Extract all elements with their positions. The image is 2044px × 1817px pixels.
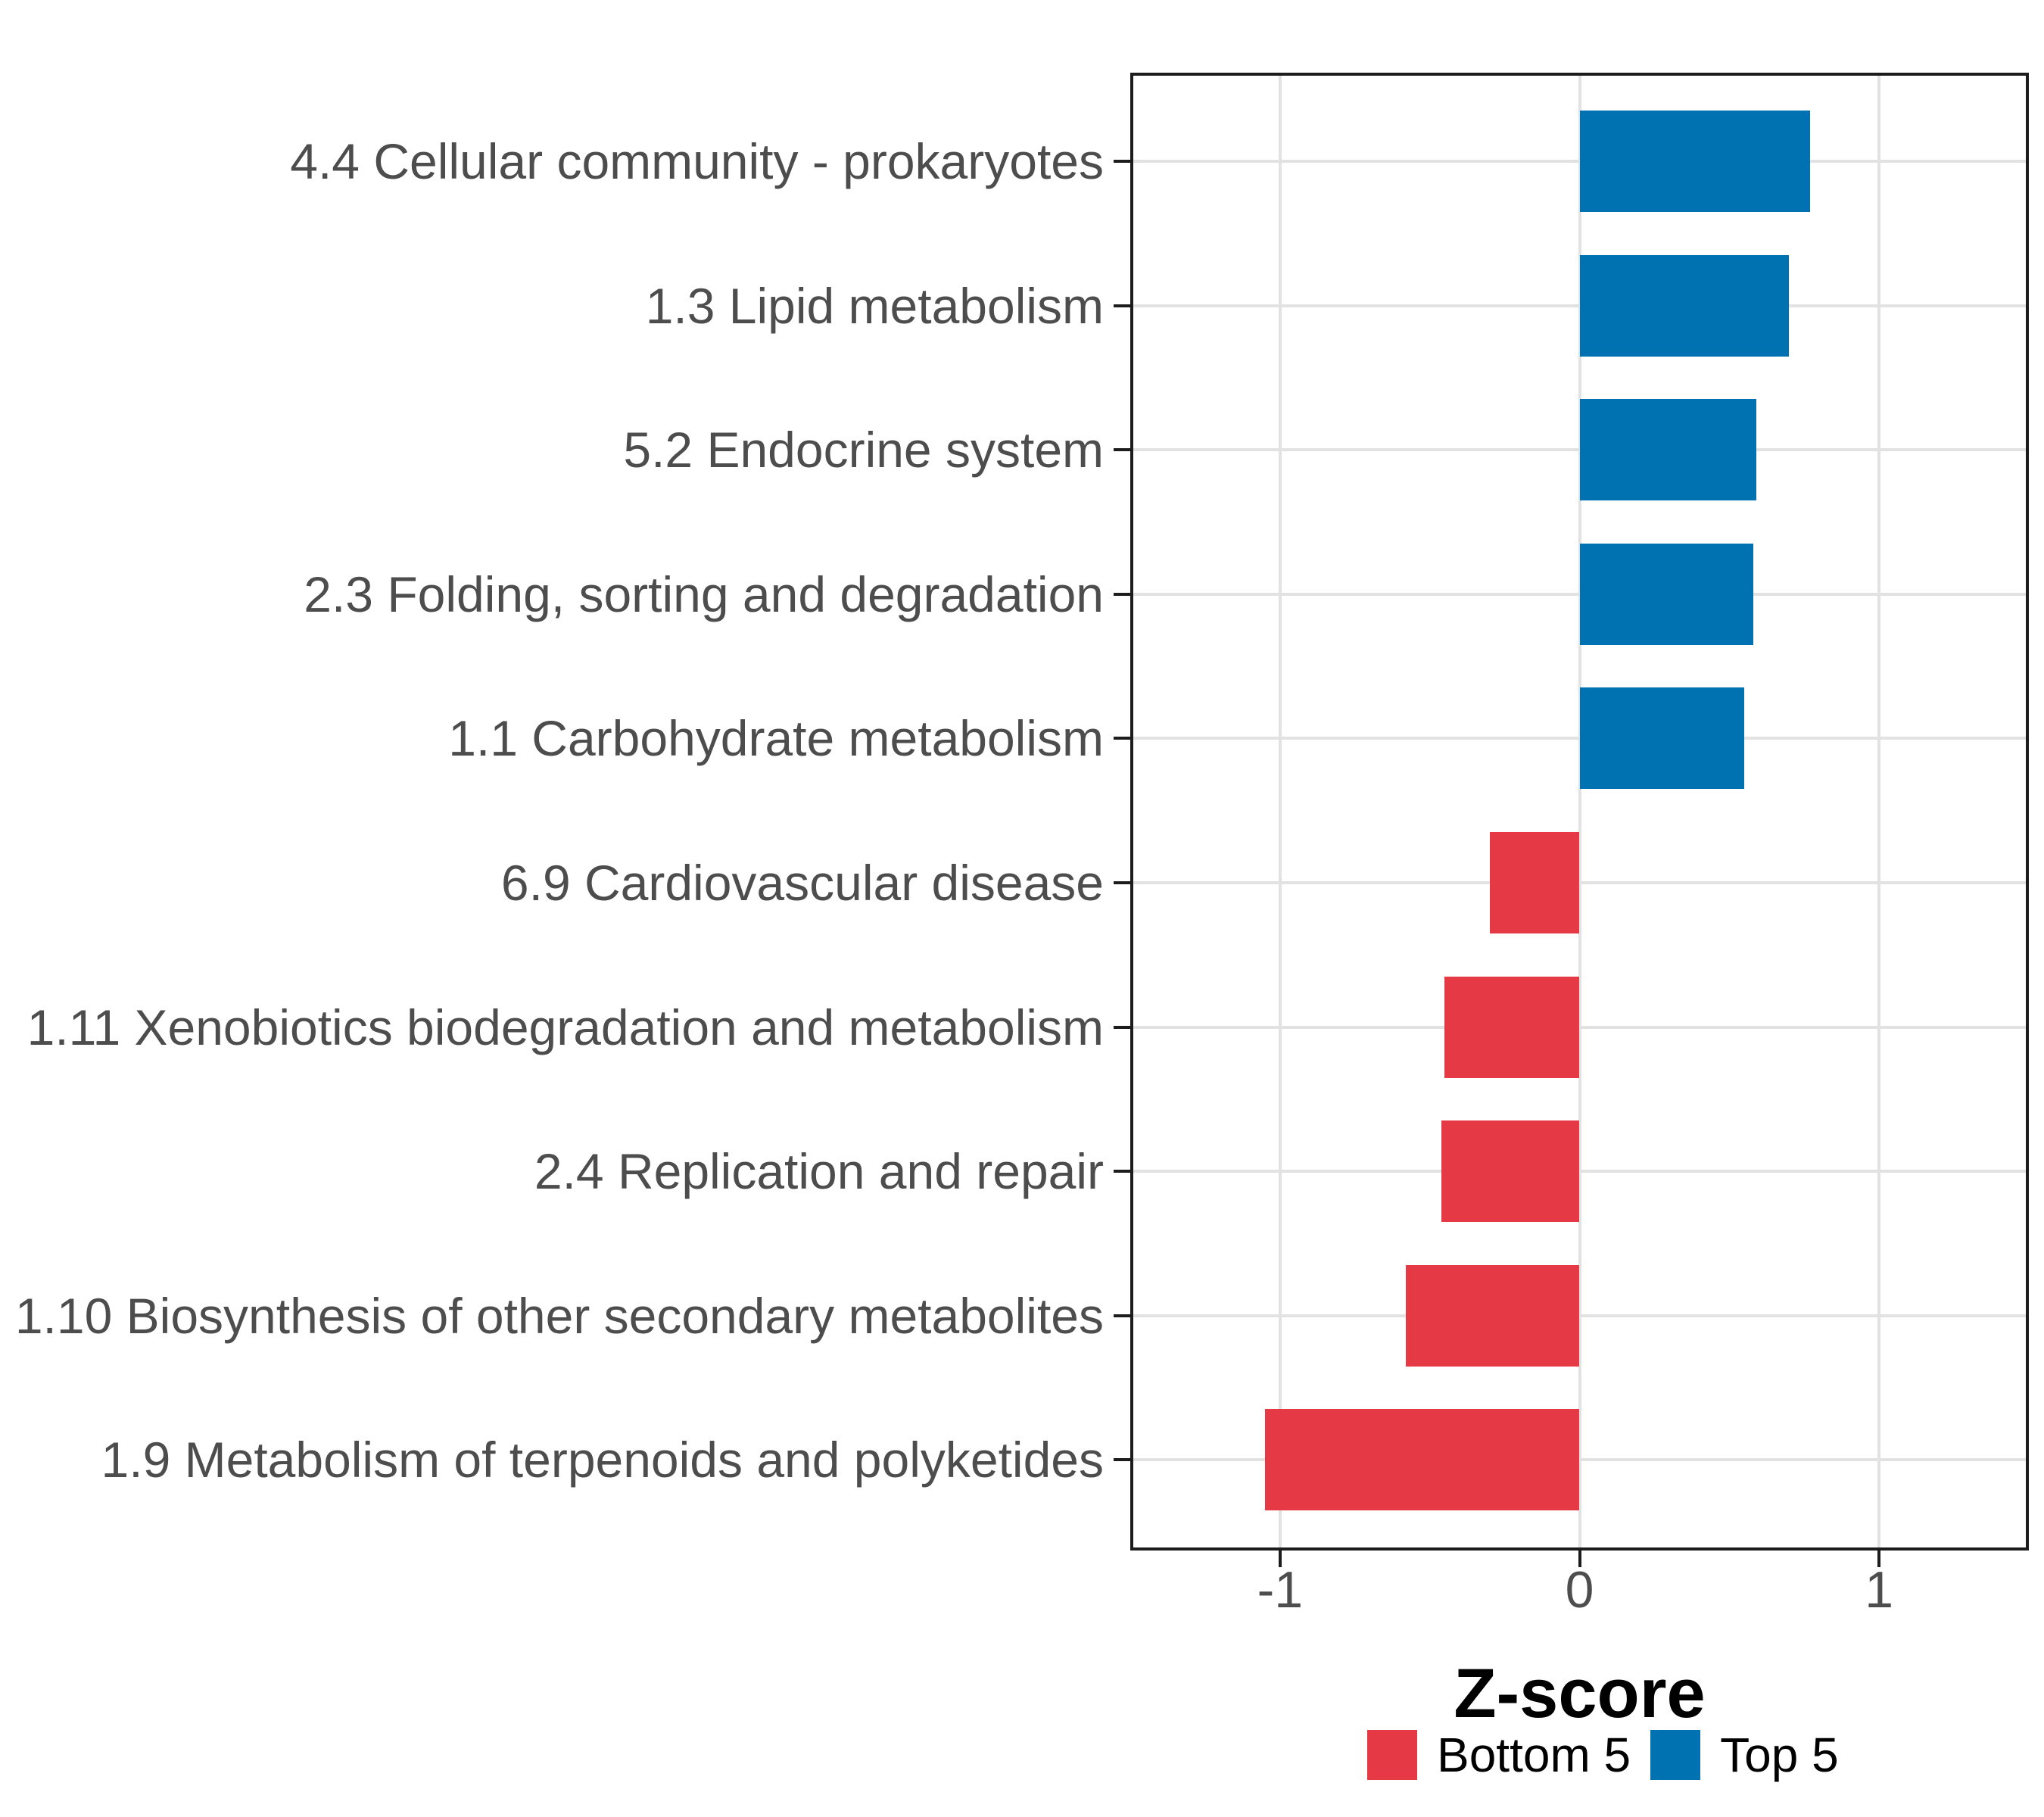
y-tick-mark <box>1114 1314 1130 1317</box>
gridline-horizontal <box>1130 1025 2029 1029</box>
y-axis-label: 4.4 Cellular community - prokaryotes <box>290 133 1104 189</box>
y-tick-mark <box>1114 1458 1130 1462</box>
bar <box>1579 543 1753 645</box>
x-tick-mark <box>1578 1551 1581 1567</box>
y-tick-mark <box>1114 448 1130 452</box>
legend-label-top5: Top 5 <box>1720 1728 1839 1782</box>
y-tick-mark <box>1114 1170 1130 1173</box>
legend: Bottom 5 Top 5 <box>1367 1729 1839 1781</box>
gridline-horizontal <box>1130 1314 2029 1317</box>
bar <box>1579 399 1756 501</box>
gridline-vertical <box>1278 73 1282 1551</box>
plot-panel <box>1130 73 2029 1551</box>
bar <box>1579 254 1790 357</box>
y-tick-mark <box>1114 592 1130 596</box>
gridline-vertical <box>1578 73 1581 1551</box>
gridline-horizontal <box>1130 1458 2029 1462</box>
y-tick-mark <box>1114 160 1130 163</box>
bar <box>1579 687 1745 790</box>
x-tick-label: 1 <box>1865 1561 1894 1619</box>
legend-key-top5 <box>1650 1730 1701 1780</box>
y-tick-mark <box>1114 737 1130 740</box>
bar <box>1441 1120 1580 1223</box>
legend-key-bottom5 <box>1367 1730 1417 1780</box>
gridline-horizontal <box>1130 881 2029 884</box>
x-axis-title: Z-score <box>1454 1655 1706 1732</box>
gridline-vertical <box>1877 73 1881 1551</box>
y-axis-label: 2.3 Folding, sorting and degradation <box>304 566 1104 622</box>
y-axis-label: 6.9 Cardiovascular disease <box>500 855 1104 911</box>
y-axis-label: 5.2 Endocrine system <box>623 422 1104 478</box>
y-axis-label: 1.9 Metabolism of terpenoids and polyket… <box>101 1432 1104 1488</box>
y-tick-mark <box>1114 1025 1130 1029</box>
legend-label-bottom5: Bottom 5 <box>1437 1728 1631 1782</box>
y-axis-label: 2.4 Replication and repair <box>534 1143 1104 1200</box>
x-tick-label: -1 <box>1257 1561 1304 1619</box>
y-tick-mark <box>1114 881 1130 884</box>
x-tick-mark <box>1278 1551 1282 1567</box>
y-axis-label: 1.1 Carbohydrate metabolism <box>448 710 1104 767</box>
y-axis-label: 1.3 Lipid metabolism <box>645 277 1104 334</box>
y-axis-label: 1.11 Xenobiotics biodegradation and meta… <box>26 999 1104 1055</box>
y-axis-label: 1.10 Biosynthesis of other secondary met… <box>14 1287 1104 1344</box>
bar <box>1579 111 1811 212</box>
x-tick-mark <box>1877 1551 1881 1567</box>
x-tick-label: 0 <box>1565 1561 1594 1619</box>
bar <box>1406 1264 1580 1367</box>
y-tick-mark <box>1114 304 1130 307</box>
gridline-horizontal <box>1130 1170 2029 1173</box>
bar <box>1265 1409 1580 1511</box>
bar <box>1489 832 1580 933</box>
bar <box>1444 976 1580 1078</box>
